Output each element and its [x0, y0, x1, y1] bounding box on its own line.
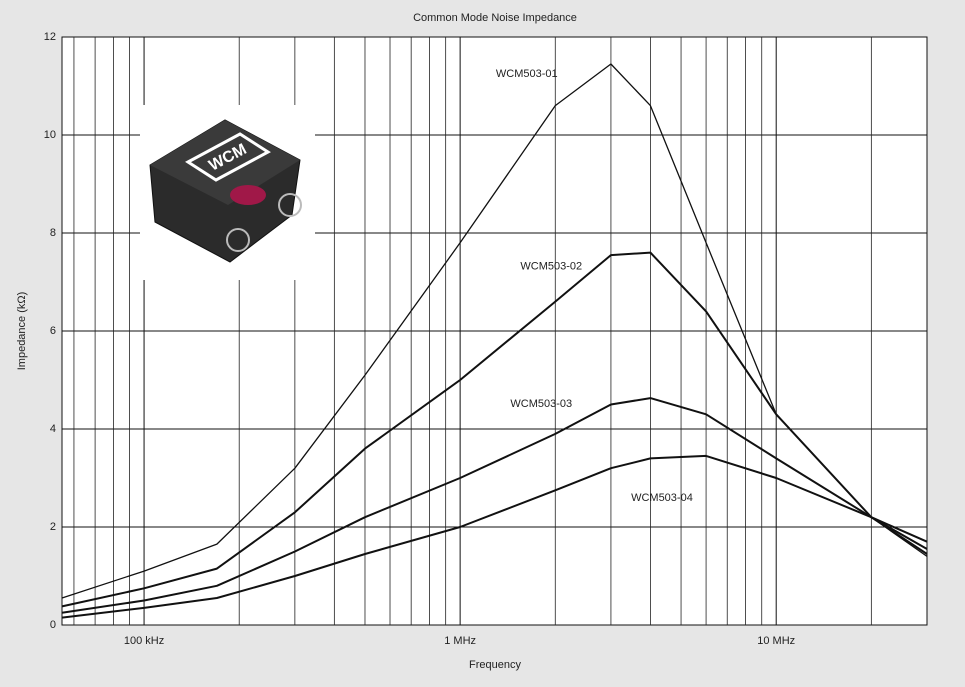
series-line	[61, 251, 928, 608]
x-tick-label: 1 MHz	[444, 635, 476, 647]
lead	[226, 228, 250, 252]
y-tick-label: 12	[44, 31, 56, 43]
series-label: WCM503-03	[510, 398, 572, 410]
lead	[278, 193, 302, 217]
component-top	[150, 120, 300, 205]
y-tick-label: 2	[50, 521, 56, 533]
x-tick-label: 10 MHz	[757, 635, 795, 647]
data	[61, 63, 928, 619]
series-label: WCM503-01	[496, 68, 558, 80]
y-tick-label: 0	[50, 619, 56, 631]
series-label: WCM503-02	[520, 261, 582, 273]
y-tick-label: 6	[50, 325, 56, 337]
series-line	[61, 397, 928, 614]
y-axis-label: Impedance (kΩ)	[16, 292, 28, 371]
x-axis-label: Frequency	[469, 659, 521, 671]
y-tick-label: 8	[50, 227, 56, 239]
y-tick-label: 4	[50, 423, 56, 435]
series-label: WCM503-04	[631, 492, 693, 504]
winding	[230, 185, 266, 205]
series-line	[61, 454, 928, 619]
chart-title: Common Mode Noise Impedance	[413, 12, 577, 24]
x-tick-label: 100 kHz	[124, 635, 164, 647]
component-photo: WCM	[140, 105, 315, 280]
logo-frame	[185, 132, 271, 182]
y-tick-label: 10	[44, 129, 56, 141]
